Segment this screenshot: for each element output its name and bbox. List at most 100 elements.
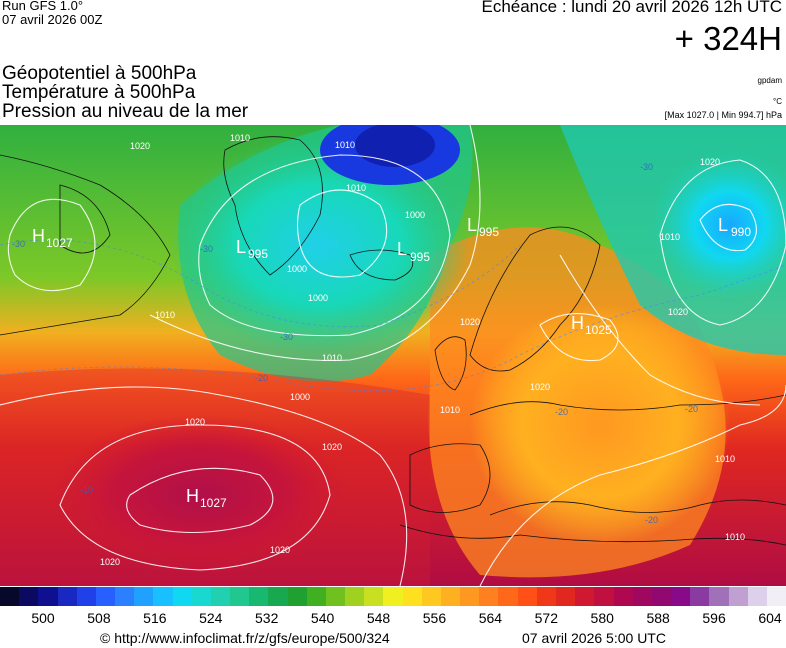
isobar-baltic-high	[539, 313, 619, 362]
isobar-label: 1000	[308, 293, 328, 303]
isotherm-minus20	[0, 264, 786, 392]
isotherm-label: -20	[255, 373, 268, 383]
color-scale-swatch	[306, 587, 326, 606]
geopotential-unit: gpdam	[757, 76, 782, 85]
color-scale-swatch	[325, 587, 346, 606]
color-scale-swatch	[210, 587, 231, 606]
scandinavia-coast	[469, 226, 601, 372]
pressure-extrema: [Max 1027.0 | Min 994.7] hPa	[664, 110, 782, 120]
color-scale-ticks: 500 508 516 524 532 540 548 556 564 572 580 588 596 6…	[0, 610, 786, 628]
isotherms	[0, 239, 786, 392]
isobar-label: 1010	[346, 183, 366, 193]
color-scale-tick: 588	[646, 610, 670, 626]
color-scale-tick: 580	[590, 610, 614, 626]
color-scale-tick: 540	[310, 610, 335, 626]
pressure-center-type: H	[571, 313, 584, 333]
source-url[interactable]: © http://www.infoclimat.fr/z/gfs/europe/…	[100, 630, 390, 646]
color-scale-swatch	[575, 587, 595, 606]
color-scale-swatch	[0, 587, 20, 606]
british-isles-coast	[434, 336, 467, 391]
isotherm-minus30	[0, 239, 521, 328]
isotherm-label: -10	[80, 485, 93, 495]
generated-time: 07 avril 2026 5:00 UTC	[522, 630, 666, 646]
color-scale-swatch	[671, 587, 691, 606]
isobar-label: 1010	[715, 454, 735, 464]
color-scale-swatch	[594, 587, 614, 606]
color-scale-swatch	[709, 587, 729, 606]
forecast-valid-time: Echéance : lundi 20 avril 2026 12h UTC	[481, 0, 782, 16]
iberia-coast	[409, 443, 491, 513]
europe-coast	[469, 394, 786, 416]
pressure-center-value: 990	[731, 225, 751, 239]
color-scale-tick: 596	[702, 610, 726, 626]
pressure-center-value: 995	[479, 225, 499, 239]
mediterranean-coast	[489, 499, 786, 516]
isobar-na-high	[7, 198, 96, 292]
isobar-1020-europe	[479, 384, 786, 586]
isobar-label: 1020	[668, 307, 688, 317]
color-scale-swatch	[690, 587, 710, 606]
color-scale-swatch	[364, 587, 384, 606]
color-scale-swatch	[651, 587, 672, 606]
isobar-barents-outer	[659, 159, 786, 326]
isobar-label: 1020	[100, 557, 120, 567]
isobar-label: 1010	[660, 232, 680, 242]
color-scale-tick: 508	[87, 610, 111, 626]
isobar-label: 1010	[322, 353, 342, 363]
color-scale-swatch	[766, 587, 786, 606]
color-scale	[0, 587, 786, 606]
color-scale-swatch	[517, 587, 537, 606]
color-scale-swatch	[536, 587, 556, 606]
isobar-greenland-outer	[198, 154, 451, 337]
hot-core-azores	[50, 415, 350, 575]
run-date: 07 avril 2026 00Z	[2, 12, 103, 27]
pressure-centers: H 1027 L 995 L 995 L 995 L 990 H 1025 H …	[32, 215, 751, 510]
color-scale-swatch	[479, 587, 499, 606]
color-scale-swatch	[421, 587, 441, 606]
isotherm-label: -30	[200, 244, 213, 254]
isobar-label: 1010	[230, 133, 250, 143]
cold-core-greenland	[170, 135, 470, 355]
color-scale-swatch	[134, 587, 154, 606]
isotherm-label: -20	[685, 404, 698, 414]
isotherm-label: -20	[555, 407, 568, 417]
color-scale-swatch	[460, 587, 480, 606]
iceland-coast	[349, 249, 414, 281]
color-scale-swatch	[268, 587, 288, 606]
pressure-center-type: L	[467, 215, 477, 235]
pressure-center-value: 1027	[200, 496, 227, 510]
isobar-label: 1000	[405, 210, 425, 220]
isobar-label: 1010	[725, 532, 745, 542]
color-scale-swatch	[95, 587, 116, 606]
weather-map[interactable]: H 1027 L 995 L 995 L 995 L 990 H 1025 H …	[0, 125, 786, 586]
temperature-unit: °C	[773, 97, 782, 106]
color-scale-tick: 556	[422, 610, 447, 626]
pressure-center-type: L	[718, 215, 728, 235]
forecast-hour: + 324H	[674, 20, 782, 57]
pressure-center-type: H	[186, 486, 199, 506]
isobar-label: 1020	[322, 442, 342, 452]
color-scale-tick: 604	[758, 610, 782, 626]
isobars	[0, 125, 786, 586]
north-america-coast	[0, 154, 171, 336]
color-scale-swatch	[230, 587, 250, 606]
color-scale-tick: 532	[255, 610, 279, 626]
cold-pool-north-inner	[355, 125, 435, 167]
isobar-label: 1020	[700, 157, 720, 167]
pressure-center-type: L	[236, 237, 246, 257]
run-label: Run GFS 1.0°	[2, 0, 84, 13]
title-geopotential: Géopotentiel à 500hPa	[2, 63, 197, 84]
color-scale-swatch	[345, 587, 365, 606]
pressure-center-type: L	[397, 239, 407, 259]
color-scale-swatch	[57, 587, 77, 606]
color-scale-swatch	[383, 587, 403, 606]
isotherm-label: -30	[640, 162, 653, 172]
color-scale-tick: 516	[143, 610, 167, 626]
color-scale-swatch	[153, 587, 173, 606]
color-scale-swatch	[440, 587, 461, 606]
color-scale-swatch	[76, 587, 96, 606]
color-scale-swatch	[191, 587, 211, 606]
color-scale-swatch	[19, 587, 39, 606]
isobar-label: 1020	[530, 382, 550, 392]
color-scale-swatch	[249, 587, 269, 606]
